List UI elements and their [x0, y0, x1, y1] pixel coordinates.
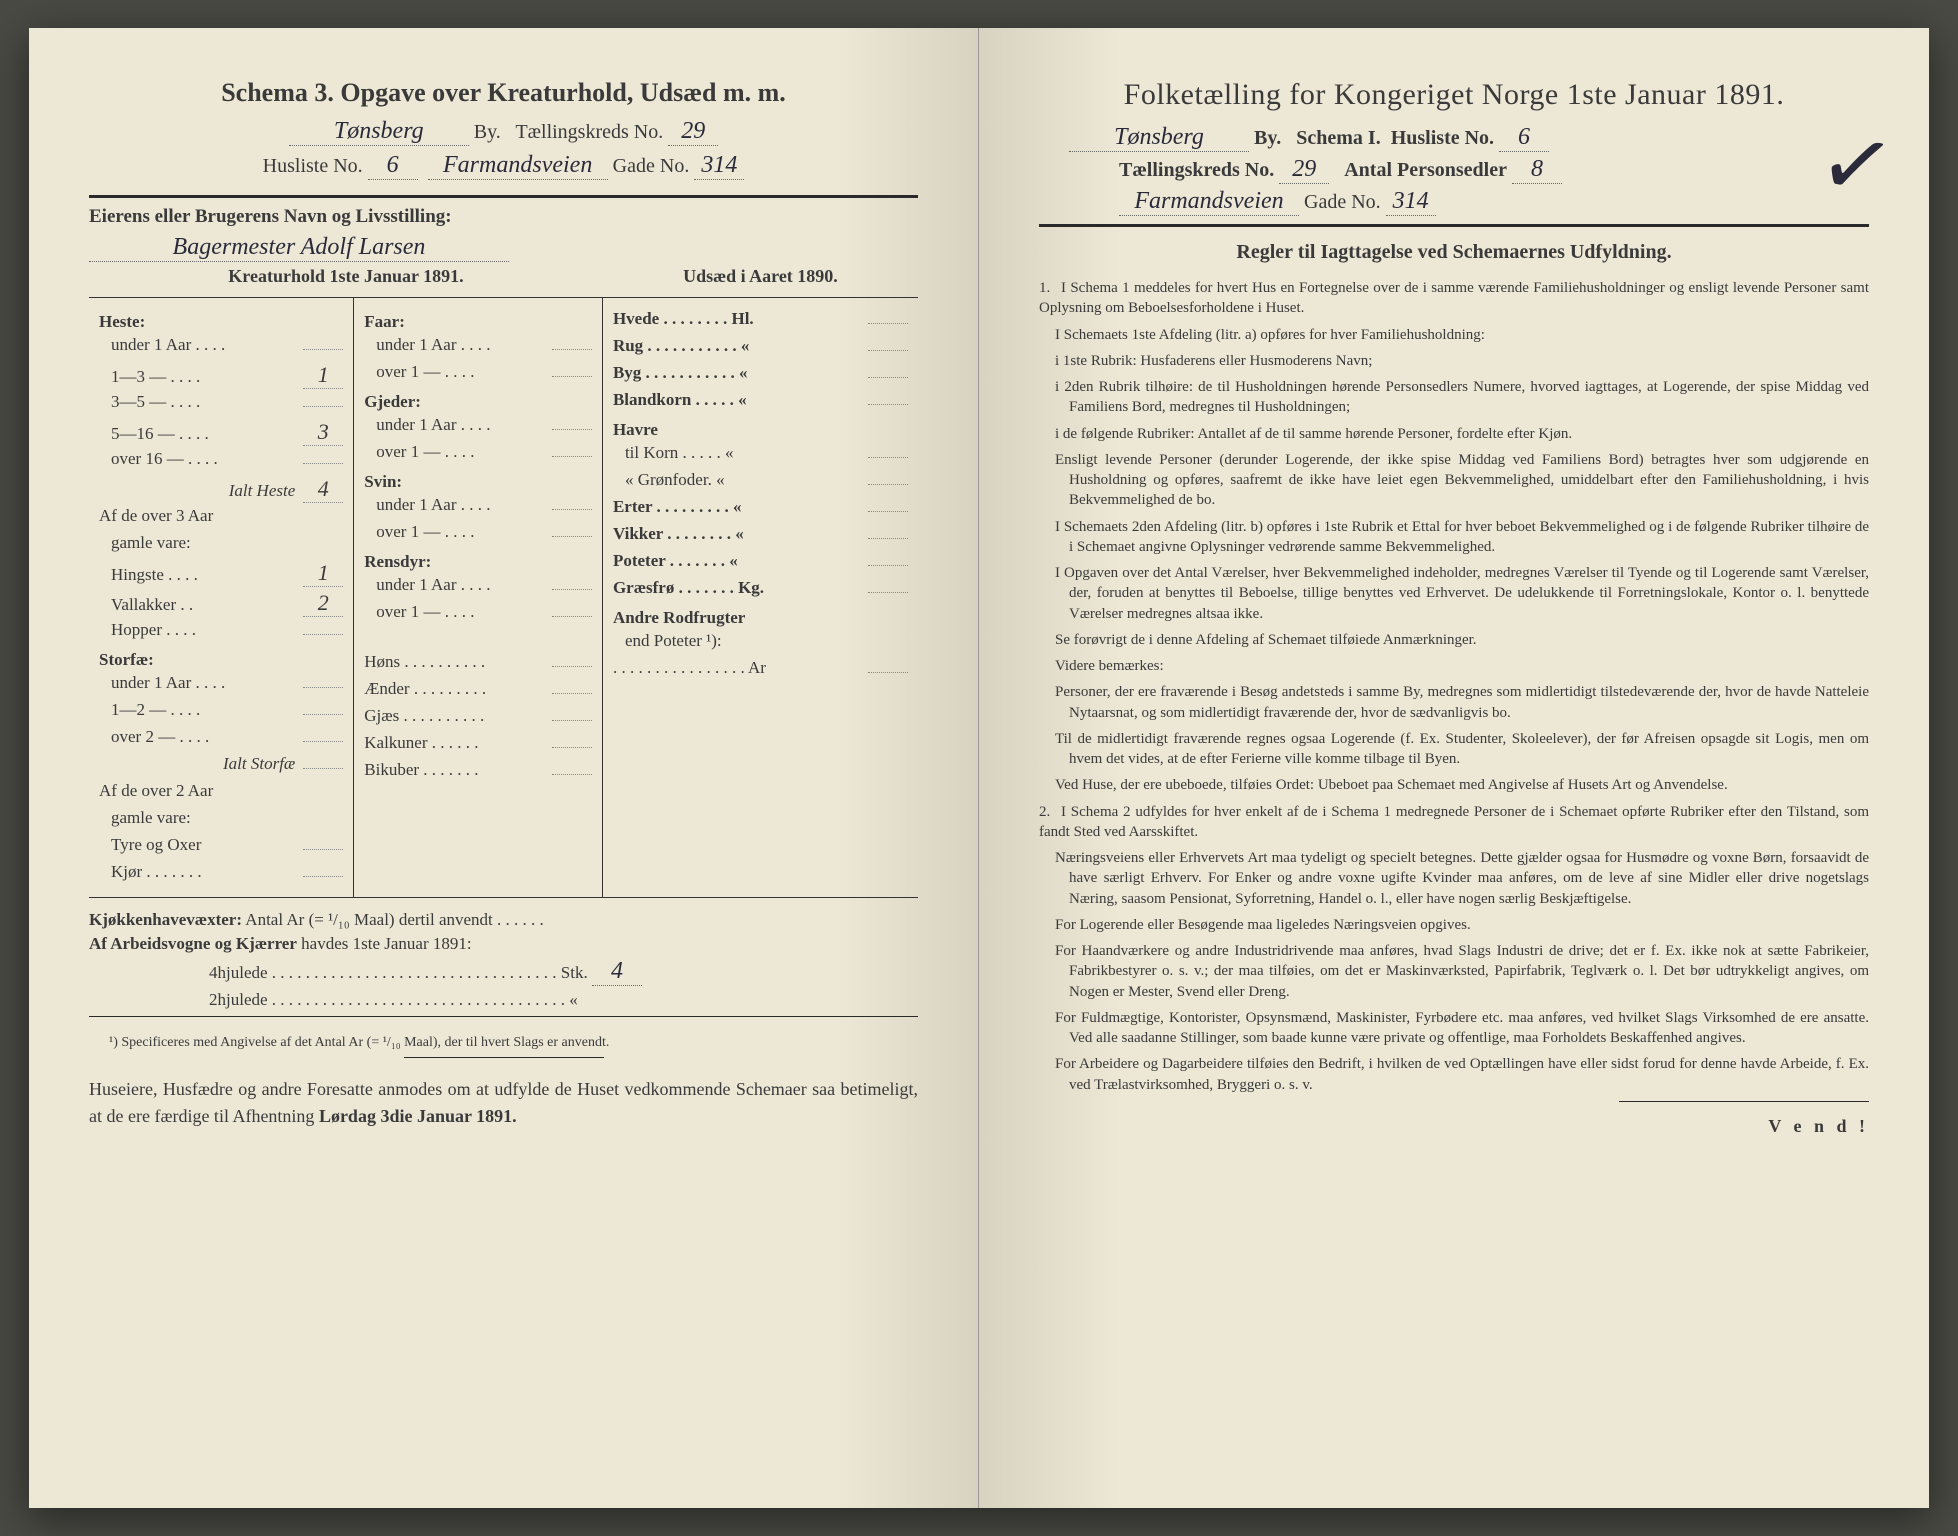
kreds-no: 29	[668, 118, 718, 146]
kreatur-title: Kreaturhold 1ste Januar 1891.	[89, 266, 603, 287]
udsaed-title: Udsæd i Aaret 1890.	[603, 266, 918, 287]
r-kreds-no: 29	[1279, 156, 1329, 184]
col-heste: Heste: under 1 Aar . . . . 1—3 — . . . .…	[89, 298, 354, 897]
left-header: Schema 3. Opgave over Kreaturhold, Udsæd…	[89, 78, 918, 180]
owner-name: Bagermester Adolf Larsen	[89, 234, 509, 262]
rules-title: Regler til Iagttagelse ved Schemaernes U…	[1039, 241, 1869, 264]
bottom-section: Kjøkkenhavevæxter: Antal Ar (= ¹/₁₀ Maal…	[89, 910, 918, 1010]
rules-body: 1.I Schema 1 meddeles for hvert Hus en F…	[1039, 278, 1869, 1095]
schema3-label: Schema 3.	[221, 78, 334, 107]
left-page: Schema 3. Opgave over Kreaturhold, Udsæd…	[29, 28, 979, 1508]
owner-label: Eierens eller Brugerens Navn og Livsstil…	[89, 206, 918, 228]
r-antal: 8	[1512, 156, 1562, 184]
fourwheel-val: 4	[592, 958, 642, 986]
city-field: Tønsberg	[289, 118, 469, 146]
arbeids-label: Af Arbeidsvogne og Kjærrer	[89, 934, 297, 953]
document-spread: Schema 3. Opgave over Kreaturhold, Udsæd…	[29, 28, 1929, 1508]
gade-label: Gade No.	[613, 155, 690, 177]
right-title: Folketælling for Kongeriget Norge 1ste J…	[1039, 78, 1869, 112]
kjokken-label: Kjøkkenhavevæxter:	[89, 910, 242, 929]
data-table: Heste: under 1 Aar . . . . 1—3 — . . . .…	[89, 297, 918, 898]
footnote: ¹) Specificeres med Angivelse af det Ant…	[89, 1035, 918, 1051]
col-udsaed: Hvede . . . . . . . . Hl. Rug . . . . . …	[603, 298, 918, 897]
right-page: ✓ Folketælling for Kongeriget Norge 1ste…	[979, 28, 1929, 1508]
r-city: Tønsberg	[1069, 124, 1249, 152]
col-faar: Faar: under 1 Aar . . . . over 1 — . . .…	[354, 298, 603, 897]
husliste-no: 6	[368, 152, 418, 180]
husliste-label: Husliste No.	[263, 155, 363, 177]
left-title: Opgave over Kreaturhold, Udsæd m. m.	[340, 78, 785, 107]
by-label: By.	[474, 121, 501, 143]
heste-label: Heste:	[99, 312, 343, 332]
r-husliste-no: 6	[1499, 124, 1549, 152]
storfae-label: Storfæ:	[99, 650, 343, 670]
closing-text: Huseiere, Husfædre og andre Foresatte an…	[89, 1076, 918, 1130]
vend-label: V e n d !	[1039, 1116, 1869, 1137]
kreds-label: Tællingskreds No.	[515, 121, 663, 143]
r-gade-no: 314	[1386, 188, 1436, 216]
gade-no: 314	[694, 152, 744, 180]
street-field: Farmandsveien	[428, 152, 608, 180]
r-street: Farmandsveien	[1119, 188, 1299, 216]
